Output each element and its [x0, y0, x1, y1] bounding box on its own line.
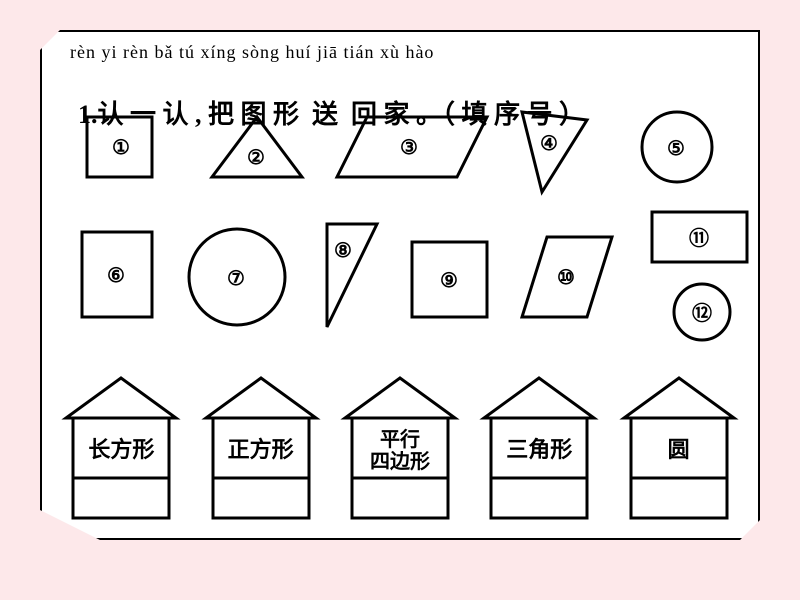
shape-label-3: ③	[400, 137, 418, 159]
shape-label-9: ⑨	[440, 270, 458, 292]
shape-label-12: ⑫	[692, 302, 712, 325]
house-1: 正方形	[201, 373, 321, 523]
worksheet-page: rèn yi rèn bǎ tú xíng sòng huí jiā tián …	[40, 30, 760, 540]
pinyin-line: rèn yi rèn bǎ tú xíng sòng huí jiā tián …	[70, 42, 434, 63]
shapes-svg: ① ② ③ ④ ⑤ ⑥ ⑦ ⑧ ⑨	[42, 102, 762, 362]
house-label-4: 圆	[625, 423, 733, 478]
shape-label-5: ⑤	[667, 138, 685, 160]
house-2: 平行四边形	[340, 373, 460, 523]
shape-label-4: ④	[540, 133, 558, 155]
shape-label-6: ⑥	[107, 265, 125, 287]
corner-fold-bl	[40, 510, 100, 540]
house-label-1: 正方形	[207, 423, 315, 478]
shape-label-10: ⑩	[557, 267, 575, 289]
corner-fold-br	[740, 520, 760, 540]
house-label-3: 三角形	[485, 423, 593, 478]
house-label-2: 平行四边形	[346, 423, 454, 478]
house-row: 长方形正方形平行四边形三角形圆	[42, 373, 758, 523]
shape-label-8: ⑧	[334, 240, 352, 262]
house-3: 三角形	[479, 373, 599, 523]
shapes-area: ① ② ③ ④ ⑤ ⑥ ⑦ ⑧ ⑨	[42, 102, 758, 362]
corner-fold-tl	[40, 30, 60, 50]
house-4: 圆	[619, 373, 739, 523]
shape-label-11: ⑪	[689, 227, 709, 250]
house-label-0: 长方形	[67, 423, 175, 478]
shape-label-7: ⑦	[227, 268, 245, 290]
house-0: 长方形	[61, 373, 181, 523]
shape-label-1: ①	[112, 137, 130, 159]
shape-label-2: ②	[247, 147, 265, 169]
